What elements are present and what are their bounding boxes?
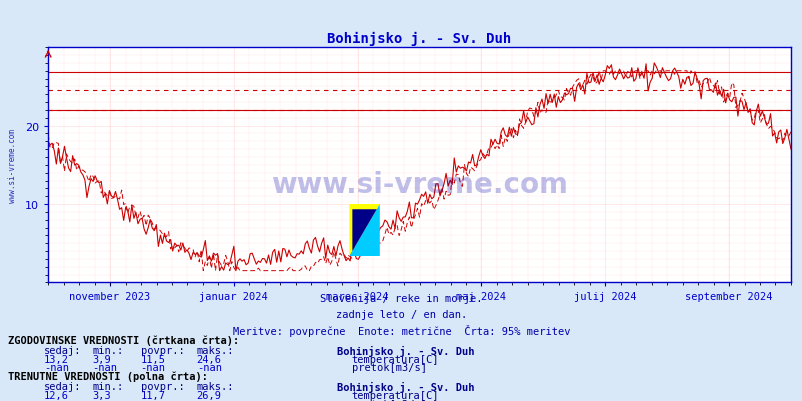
Text: sedaj:: sedaj: xyxy=(44,381,82,391)
Text: povpr.:: povpr.: xyxy=(140,345,184,355)
Text: sedaj:: sedaj: xyxy=(44,345,82,355)
Text: -nan: -nan xyxy=(44,399,69,401)
Text: min.:: min.: xyxy=(92,345,124,355)
Text: 13,2: 13,2 xyxy=(44,354,69,364)
Text: Bohinjsko j. - Sv. Duh: Bohinjsko j. - Sv. Duh xyxy=(337,345,474,356)
Text: -nan: -nan xyxy=(44,363,69,373)
Text: 11,5: 11,5 xyxy=(140,354,165,364)
Text: www.si-vreme.com: www.si-vreme.com xyxy=(8,128,17,203)
Text: Bohinjsko j. - Sv. Duh: Bohinjsko j. - Sv. Duh xyxy=(337,381,474,392)
Text: Slovenija / reke in morje.: Slovenija / reke in morje. xyxy=(320,294,482,304)
Text: -nan: -nan xyxy=(196,363,221,373)
Text: www.si-vreme.com: www.si-vreme.com xyxy=(271,170,567,198)
Text: maks.:: maks.: xyxy=(196,345,234,355)
Text: pretok[m3/s]: pretok[m3/s] xyxy=(351,363,426,373)
Text: maks.:: maks.: xyxy=(196,381,234,391)
Text: temperatura[C]: temperatura[C] xyxy=(351,390,439,400)
Text: pretok[m3/s]: pretok[m3/s] xyxy=(351,399,426,401)
Text: ZGODOVINSKE VREDNOSTI (črtkana črta):: ZGODOVINSKE VREDNOSTI (črtkana črta): xyxy=(8,335,239,345)
Polygon shape xyxy=(349,205,379,257)
Text: 3,3: 3,3 xyxy=(92,390,111,400)
Text: 11,7: 11,7 xyxy=(140,390,165,400)
Text: -nan: -nan xyxy=(140,363,165,373)
Text: -nan: -nan xyxy=(92,363,117,373)
Text: 12,6: 12,6 xyxy=(44,390,69,400)
Text: Meritve: povprečne  Enote: metrične  Črta: 95% meritev: Meritve: povprečne Enote: metrične Črta:… xyxy=(233,324,569,336)
Text: zadnje leto / en dan.: zadnje leto / en dan. xyxy=(335,309,467,319)
Text: -nan: -nan xyxy=(140,399,165,401)
Text: min.:: min.: xyxy=(92,381,124,391)
Text: TRENUTNE VREDNOSTI (polna črta):: TRENUTNE VREDNOSTI (polna črta): xyxy=(8,371,208,381)
Title: Bohinjsko j. - Sv. Duh: Bohinjsko j. - Sv. Duh xyxy=(327,31,511,46)
Text: 24,6: 24,6 xyxy=(196,354,221,364)
Text: povpr.:: povpr.: xyxy=(140,381,184,391)
Text: -nan: -nan xyxy=(92,399,117,401)
Text: temperatura[C]: temperatura[C] xyxy=(351,354,439,364)
Polygon shape xyxy=(349,205,379,257)
Text: 3,9: 3,9 xyxy=(92,354,111,364)
Text: -nan: -nan xyxy=(196,399,221,401)
Text: 26,9: 26,9 xyxy=(196,390,221,400)
Polygon shape xyxy=(352,210,376,251)
